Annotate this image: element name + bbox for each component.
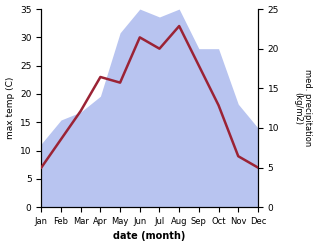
Y-axis label: med. precipitation
(kg/m2): med. precipitation (kg/m2) [293, 69, 313, 147]
X-axis label: date (month): date (month) [114, 231, 186, 242]
Y-axis label: max temp (C): max temp (C) [5, 77, 15, 139]
